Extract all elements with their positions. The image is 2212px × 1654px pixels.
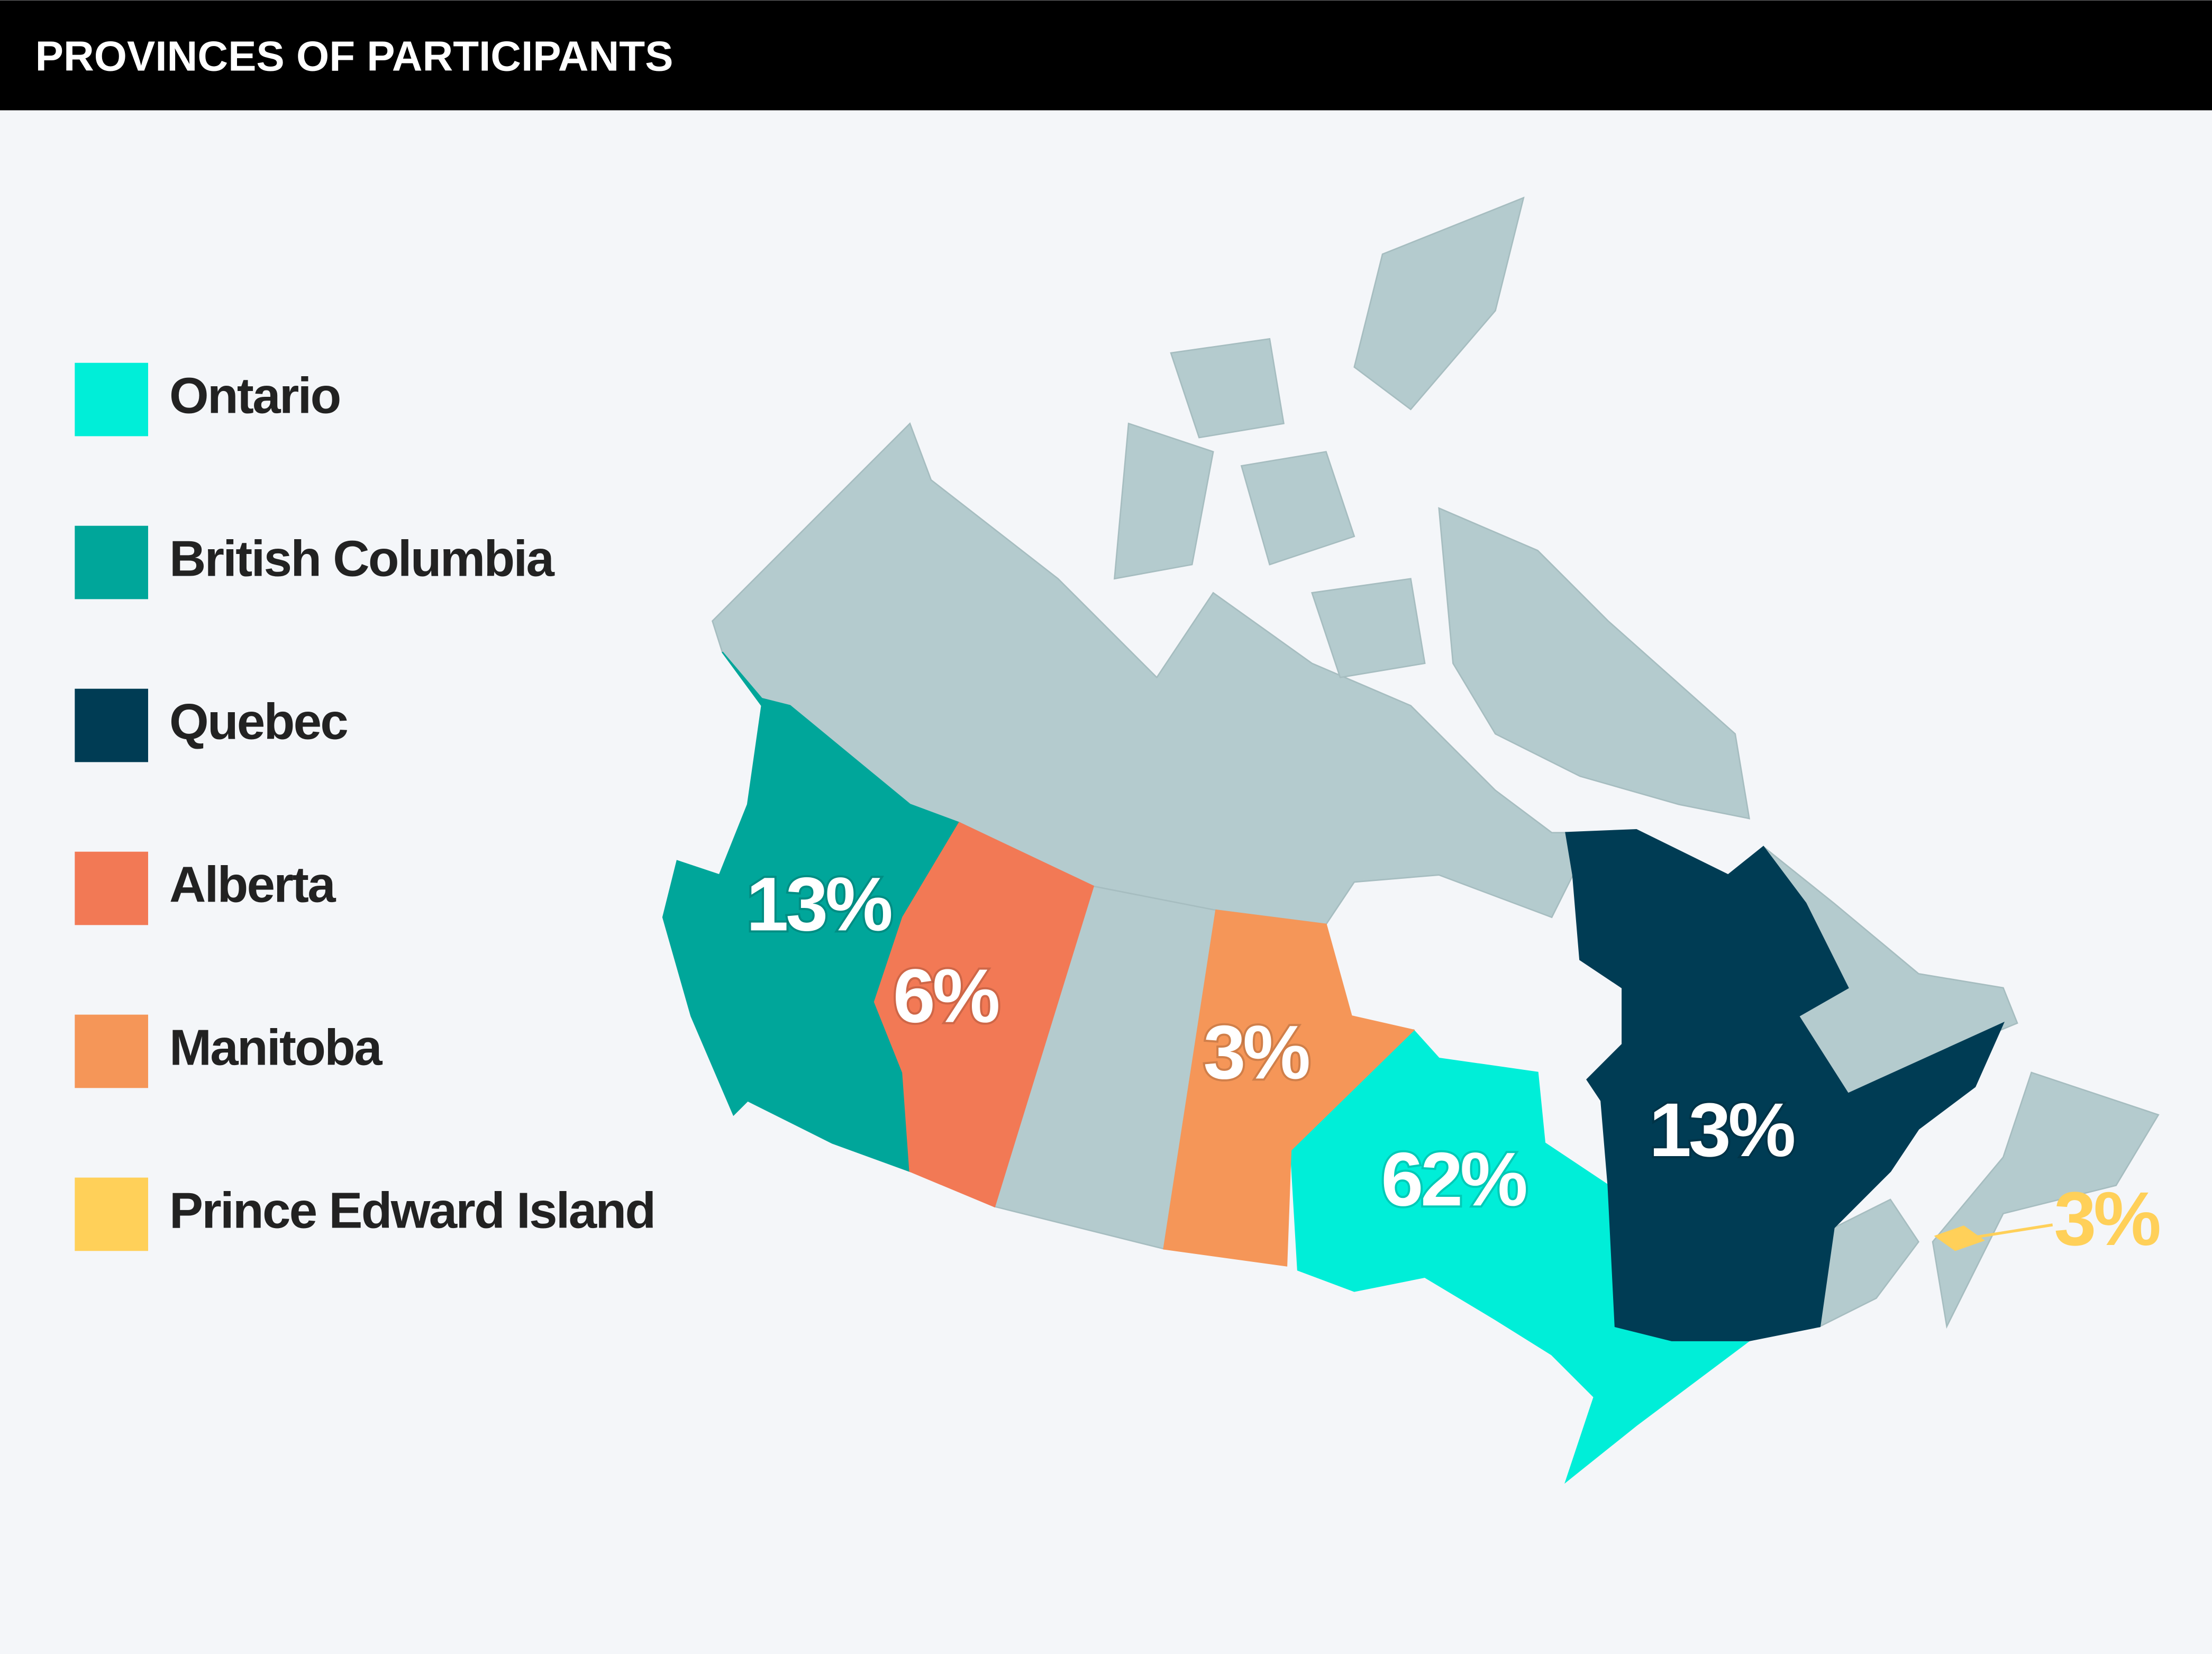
province [662,651,961,1173]
value-labels: 62%13%13%6%3%3% [744,859,2162,1261]
legend-label: Prince Edward Island [169,1182,654,1239]
region [1240,451,1355,566]
legend-label: Ontario [169,367,340,424]
value-label: 62% [1381,1137,1526,1222]
legend-swatch [75,525,148,599]
legend-swatch [75,851,148,925]
legend-label: Manitoba [169,1019,383,1076]
base-map [712,196,2160,1329]
leader-line [1963,1223,2053,1241]
value-label: 6% [893,953,999,1039]
region [1353,196,1525,411]
value-label: 13% [1649,1087,1794,1173]
region [1311,578,1426,678]
legend-label: Alberta [169,856,336,913]
chart-title: PROVINCES OF PARTICIPANTS [35,33,673,80]
province [873,822,1095,1208]
province [1934,1225,1985,1251]
regions [662,651,2053,1484]
legend-swatch [75,1014,148,1088]
region [1932,1071,2160,1329]
value-label: 3% [2054,1176,2160,1261]
legend-label: Quebec [169,693,347,750]
legend-swatch [75,362,148,437]
legend: Ontario British Columbia Quebec Alberta Mani… [75,362,656,1251]
legend-swatch [75,1177,148,1251]
region [1114,422,1214,580]
header-bar [0,0,2212,111]
region [1438,507,1751,820]
value-label: 13% [746,861,891,947]
province [1163,909,1415,1267]
province [1290,1029,1752,1484]
province [1565,829,2005,1341]
legend-label: British Columbia [169,530,555,587]
value-label: 3% [1203,1010,1309,1095]
legend-swatch [75,688,148,762]
region [1170,338,1285,439]
